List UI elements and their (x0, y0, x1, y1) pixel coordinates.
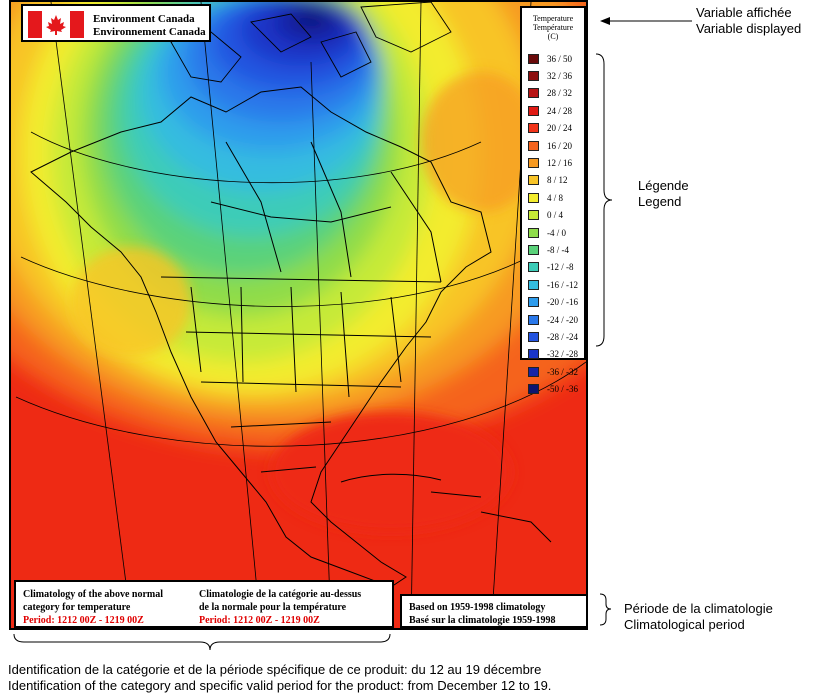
legend-label: 20 / 24 (547, 123, 573, 134)
legend-swatch (528, 71, 539, 82)
legend-label: 4 / 8 (547, 192, 564, 203)
legend-label: -20 / -16 (547, 297, 578, 308)
category-en: Climatology of the above normal category… (23, 588, 163, 627)
legend-item: 24 / 28 (528, 102, 582, 119)
legend-swatch (528, 192, 539, 203)
legend-item: 16 / 20 (528, 137, 582, 154)
category-en-line2: category for temperature (23, 602, 131, 613)
category-en-period: Period: 1212 00Z - 1219 00Z (23, 615, 144, 626)
legend-swatch (528, 158, 539, 169)
legend-item: -36 / -32 (528, 363, 582, 380)
legend-label: -32 / -28 (547, 349, 578, 360)
category-fr-line1: Climatologie de la catégorie au-dessus (199, 589, 362, 600)
legend-items: 36 / 50 32 / 36 28 / 32 24 / 28 20 / 24 16 / … (528, 50, 582, 398)
temperature-map (11, 2, 586, 628)
legend-label: -36 / -32 (547, 366, 578, 377)
footer-en: Identification of the category and speci… (8, 678, 552, 693)
footer-fr: Identification de la catégorie et de la … (8, 662, 542, 677)
legend-swatch (528, 262, 539, 273)
legend-item: 20 / 24 (528, 120, 582, 137)
category-brace-icon (13, 633, 391, 651)
legend-label: 28 / 32 (547, 88, 573, 99)
annotation-legend: Légende Legend (638, 178, 689, 210)
brand-box: Environment Canada Environnement Canada (21, 4, 211, 42)
legend-item: -50 / -36 (528, 380, 582, 397)
legend-swatch (528, 279, 539, 290)
legend-label: 12 / 16 (547, 158, 573, 169)
legend-swatch (528, 227, 539, 238)
legend-title-en: Temperature (532, 14, 574, 23)
legend-label: -8 / -4 (547, 244, 569, 255)
legend-item: 4 / 8 (528, 189, 582, 206)
legend-swatch (528, 175, 539, 186)
brand-line-fr: Environnement Canada (93, 26, 206, 38)
legend-label: -24 / -20 (547, 314, 578, 325)
annotation-period-fr: Période de la climatologie (624, 601, 773, 616)
annotation-period: Période de la climatologie Climatologica… (624, 601, 773, 633)
legend-swatch (528, 140, 539, 151)
legend-swatch (528, 123, 539, 134)
annotation-legend-fr: Légende (638, 178, 689, 193)
legend-label: -28 / -24 (547, 331, 578, 342)
legend-label: 32 / 36 (547, 71, 573, 82)
category-fr-line2: de la normale pour la température (199, 602, 347, 613)
climatology-box: Based on 1959-1998 climatology Basé sur … (400, 594, 586, 628)
legend-label: -4 / 0 (547, 227, 566, 238)
legend-item: 8 / 12 (528, 172, 582, 189)
canada-flag-icon (28, 11, 84, 38)
map-frame: Environment Canada Environnement Canada … (9, 0, 588, 630)
annotation-variable-fr: Variable affichée (696, 5, 792, 20)
legend-item: -20 / -16 (528, 293, 582, 310)
legend-label: -50 / -36 (547, 384, 578, 395)
legend-swatch (528, 314, 539, 325)
legend-title-fr: Température (532, 23, 574, 32)
category-box: Climatology of the above normal category… (14, 580, 394, 628)
brand-text: Environment Canada Environnement Canada (93, 13, 206, 39)
legend-swatch (528, 331, 539, 342)
legend-swatch (528, 210, 539, 221)
legend-label: 8 / 12 (547, 175, 568, 186)
legend-label: -12 / -8 (547, 262, 574, 273)
legend-label: 24 / 28 (547, 105, 573, 116)
legend-swatch (528, 384, 539, 395)
brand-line-en: Environment Canada (93, 13, 195, 25)
legend-item: 28 / 32 (528, 85, 582, 102)
legend-item: -24 / -20 (528, 311, 582, 328)
annotation-variable: Variable affichée Variable displayed (696, 5, 801, 37)
climatology-line2: Basé sur la climatologie 1959-1998 (409, 615, 556, 626)
category-fr-period: Period: 1212 00Z - 1219 00Z (199, 615, 320, 626)
category-en-line1: Climatology of the above normal (23, 589, 163, 600)
annotation-legend-en: Legend (638, 194, 682, 209)
legend-swatch (528, 88, 539, 99)
legend-item: -8 / -4 (528, 241, 582, 258)
category-fr: Climatologie de la catégorie au-dessus d… (199, 588, 361, 627)
legend-box: Temperature Température (C) 36 / 50 32 / … (520, 6, 586, 395)
legend-item: -12 / -8 (528, 259, 582, 276)
legend-item: 32 / 36 (528, 67, 582, 84)
legend-swatch (528, 53, 539, 64)
legend-swatch (528, 349, 539, 360)
legend-item: -16 / -12 (528, 276, 582, 293)
legend-swatch (528, 244, 539, 255)
legend-swatch (528, 366, 539, 377)
legend-item: 0 / 4 (528, 207, 582, 224)
legend-label: 0 / 4 (547, 210, 564, 221)
legend-swatch (528, 105, 539, 116)
climatology-line1: Based on 1959-1998 climatology (409, 602, 546, 613)
annotation-variable-en: Variable displayed (696, 21, 802, 36)
legend-item: 12 / 16 (528, 154, 582, 171)
legend-swatch (528, 297, 539, 308)
legend-item: -28 / -24 (528, 328, 582, 345)
legend-title: Temperature Température (C) (522, 14, 584, 41)
legend-label: 16 / 20 (547, 140, 573, 151)
legend-brace-icon (595, 53, 613, 347)
legend-item: 36 / 50 (528, 50, 582, 67)
legend-label: 36 / 50 (547, 53, 573, 64)
period-brace-icon (599, 593, 612, 626)
legend-item: -32 / -28 (528, 346, 582, 363)
legend-unit: (C) (547, 32, 559, 41)
annotation-period-en: Climatological period (624, 617, 745, 632)
legend-label: -16 / -12 (547, 279, 578, 290)
legend-item: -4 / 0 (528, 224, 582, 241)
